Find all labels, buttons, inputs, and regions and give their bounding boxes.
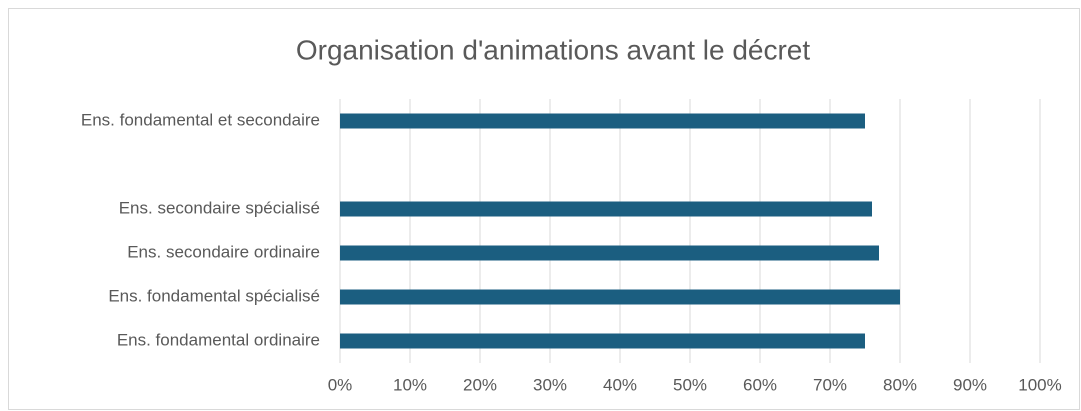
x-tick-label: 30% [533,375,567,394]
x-tick-label: 80% [883,375,917,394]
x-tick-label: 70% [813,375,847,394]
x-tick-label: 20% [463,375,497,394]
x-tick-label: 60% [743,375,777,394]
x-tick-label: 40% [603,375,637,394]
chart-title: Organisation d'animations avant le décre… [296,34,811,65]
bar [340,333,865,349]
x-tick-label: 10% [393,375,427,394]
bar [340,245,879,261]
y-tick-label: Ens. fondamental spécialisé [108,286,320,305]
y-tick-label: Ens. secondaire spécialisé [119,198,320,217]
x-tick-label: 50% [673,375,707,394]
bar [340,201,872,217]
y-tick-label: Ens. secondaire ordinaire [127,242,320,261]
y-tick-label: Ens. fondamental et secondaire [81,110,320,129]
x-tick-label: 0% [328,375,353,394]
y-tick-label: Ens. fondamental ordinaire [117,330,320,349]
bar [340,113,865,129]
x-tick-label: 90% [953,375,987,394]
x-tick-label: 100% [1018,375,1061,394]
bar [340,289,900,305]
